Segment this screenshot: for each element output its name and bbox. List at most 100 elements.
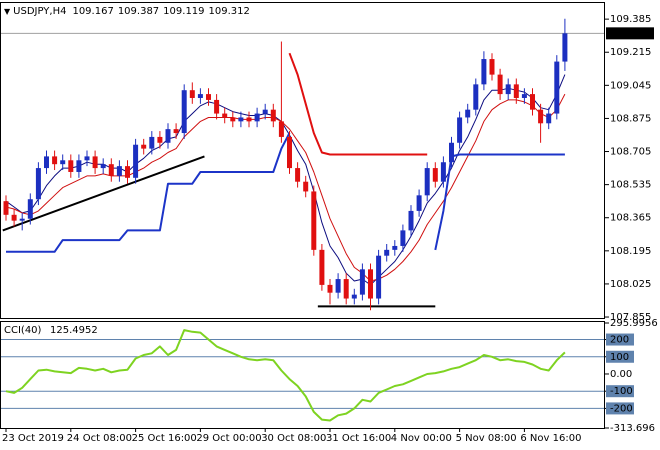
- candle-body: [303, 181, 309, 192]
- candle-body: [76, 160, 82, 172]
- price-panel: [0, 2, 605, 319]
- candle-body: [173, 129, 179, 134]
- candle-body: [538, 109, 544, 124]
- candle-body: [424, 168, 430, 196]
- candle-body: [295, 168, 301, 182]
- x-tick-label: 4 Nov 00:00: [391, 433, 452, 444]
- cci-y-tick-label: -313.696: [610, 423, 655, 434]
- candle-body: [343, 279, 349, 299]
- trend-line: [2, 155, 205, 232]
- candle-body: [513, 84, 519, 98]
- candle-body: [465, 109, 471, 118]
- y-tick-label: 108.705: [610, 147, 651, 158]
- candle-body: [222, 113, 228, 118]
- x-tick-label: 24 Oct 08:00: [67, 433, 132, 444]
- x-tick-label: 25 Oct 16:00: [132, 433, 197, 444]
- candle-body: [141, 144, 147, 149]
- candle-body: [505, 84, 511, 95]
- candle-body: [376, 255, 382, 299]
- y-tick-label: 108.195: [610, 246, 651, 257]
- open-value: 109.167: [72, 6, 113, 17]
- y-tick-label: 109.215: [610, 47, 651, 58]
- candle-body: [335, 279, 341, 293]
- y-tick-label: 108.535: [610, 180, 651, 191]
- y-tick-label: 108.875: [610, 113, 651, 124]
- candle-body: [108, 164, 114, 176]
- candle-body: [311, 191, 317, 250]
- candle-body: [35, 168, 41, 200]
- candle-body: [432, 168, 438, 182]
- candle-body: [497, 74, 503, 95]
- candle-body: [206, 94, 211, 100]
- indicator-line: [5, 74, 566, 286]
- candle-body: [351, 294, 357, 299]
- x-tick-label: 31 Oct 16:00: [326, 433, 391, 444]
- candle-body: [230, 117, 236, 122]
- candle-body: [554, 61, 560, 114]
- indicator-line: [288, 52, 428, 156]
- candle-body: [19, 218, 25, 221]
- x-tick-label: 23 Oct 2019: [2, 433, 64, 444]
- candle-body: [84, 156, 90, 161]
- candle-body: [60, 160, 66, 165]
- candle-body: [400, 230, 406, 246]
- candle-body: [44, 156, 49, 169]
- candle-body: [384, 249, 390, 256]
- candle-body: [440, 162, 446, 182]
- candle-body: [319, 249, 325, 285]
- candle-body: [181, 90, 187, 134]
- candle-body: [68, 160, 74, 172]
- candle-body: [530, 94, 535, 110]
- candle-body: [157, 136, 163, 143]
- candle-body: [165, 129, 171, 143]
- candle-body: [392, 245, 398, 250]
- y-tick-label: 109.045: [610, 80, 651, 91]
- candle-body: [214, 99, 220, 114]
- cci-y-tick-label: -200: [610, 403, 633, 414]
- candle-body: [481, 59, 487, 85]
- x-tick-label: 29 Oct 00:00: [196, 433, 261, 444]
- candle-body: [368, 269, 373, 299]
- y-tick-label: 107.855: [610, 312, 651, 323]
- x-tick-label: 6 Nov 16:00: [520, 433, 581, 444]
- candle-body: [133, 144, 139, 178]
- candle-body: [278, 121, 284, 137]
- indicator-line: [6, 132, 565, 253]
- candle-body: [246, 117, 252, 122]
- cci-value: 125.4952: [50, 325, 98, 336]
- candle-body: [546, 113, 552, 124]
- high-value: 109.387: [118, 6, 159, 17]
- low-value: 109.119: [163, 6, 204, 17]
- candle-body: [457, 117, 463, 143]
- cci-y-tick-label: 100: [610, 352, 629, 363]
- cci-y-tick-label: 295.9956: [610, 318, 658, 329]
- candle-body: [189, 90, 195, 98]
- candle-body: [449, 142, 454, 163]
- current-price-bg: [606, 27, 654, 40]
- cci-level-label-bg: [606, 333, 634, 346]
- x-tick-label: 5 Nov 08:00: [456, 433, 517, 444]
- candle-body: [416, 195, 422, 211]
- candle-body: [11, 214, 17, 221]
- cci-y-tick-label: 200: [610, 335, 629, 346]
- candle-body: [489, 59, 495, 75]
- candle-body: [149, 136, 155, 149]
- candle-body: [92, 156, 98, 169]
- candle-body: [238, 117, 244, 122]
- candle-body: [3, 201, 9, 215]
- candle-body: [327, 284, 333, 293]
- y-tick-label: 108.365: [610, 213, 651, 224]
- candle-body: [254, 113, 260, 122]
- y-tick-label: 108.025: [610, 279, 651, 290]
- candle-body: [270, 109, 276, 122]
- y-tick-label: 109.385: [610, 14, 651, 25]
- candle-body: [125, 166, 130, 178]
- candle-body: [27, 199, 33, 219]
- candle-body: [262, 109, 268, 114]
- candle-body: [100, 164, 106, 169]
- x-tick-label: 30 Oct 08:00: [261, 433, 326, 444]
- cci-level-label-bg: [606, 402, 634, 415]
- candle-body: [359, 269, 365, 295]
- chart-header: ▼ USDJPY,H4 109.167 109.387 109.119 109.312: [4, 6, 250, 17]
- candle-body: [52, 156, 58, 165]
